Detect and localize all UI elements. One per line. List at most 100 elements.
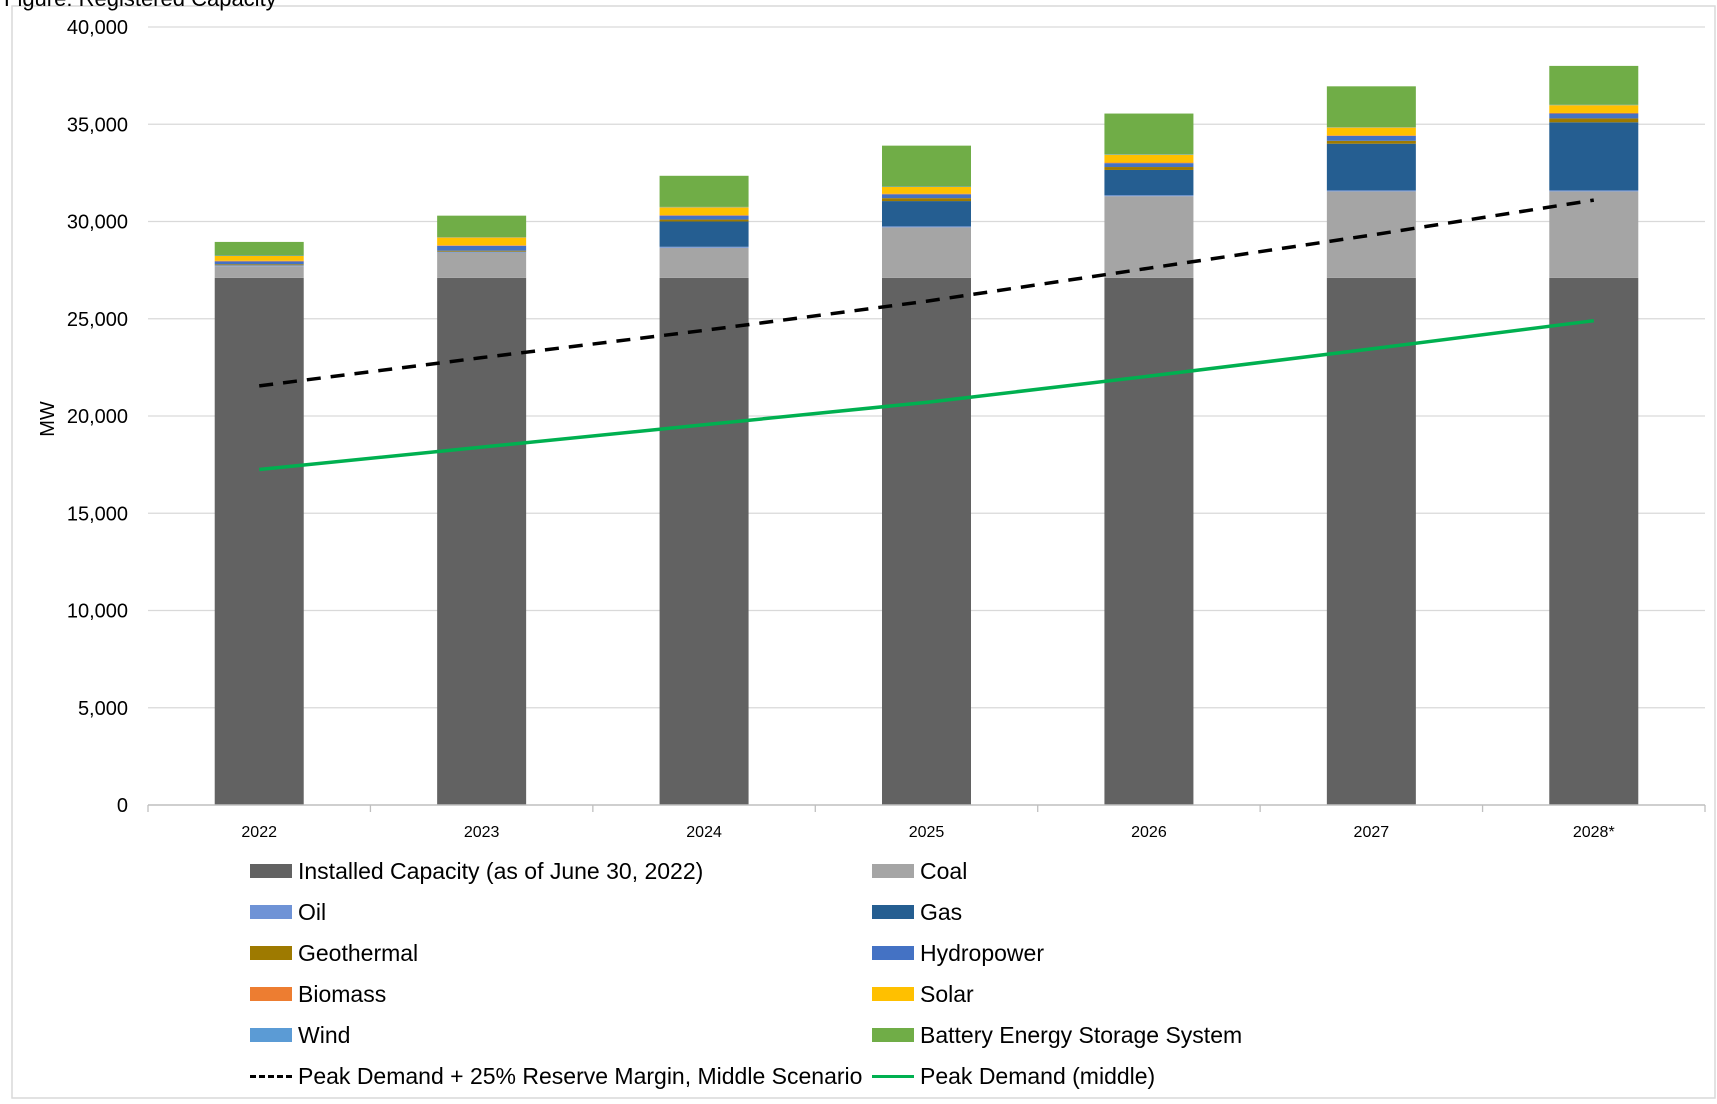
bar-segment	[1327, 135, 1416, 136]
bar-segment	[1104, 114, 1193, 155]
legend-item: Wind	[250, 1020, 350, 1050]
bar-segment	[1327, 190, 1416, 191]
y-tick-label: 25,000	[67, 309, 128, 331]
legend-item: Coal	[872, 856, 967, 886]
y-tick-label: 30,000	[67, 212, 128, 234]
bar-segment	[1327, 141, 1416, 144]
bar-segment	[215, 265, 304, 266]
legend-label: Geothermal	[298, 940, 418, 967]
bar-segment	[660, 247, 749, 248]
legend-label: Peak Demand + 25% Reserve Margin, Middle…	[298, 1063, 862, 1090]
y-axis-label: MW	[37, 401, 59, 437]
bar-segment	[1549, 105, 1638, 113]
bar-segment	[1104, 195, 1193, 196]
bar-segment	[1549, 113, 1638, 114]
legend-swatch	[250, 987, 292, 1001]
bar-segment	[437, 246, 526, 251]
y-tick-label: 5,000	[78, 698, 128, 720]
y-tick-label: 35,000	[67, 114, 128, 136]
legend-swatch	[250, 1075, 292, 1078]
bar-segment	[660, 176, 749, 207]
x-tick-label: 2022	[241, 824, 277, 841]
legend-swatch	[872, 905, 914, 919]
legend-item: Hydropower	[872, 938, 1044, 968]
legend-swatch	[250, 905, 292, 919]
legend-item: Biomass	[250, 979, 386, 1009]
legend-swatch	[250, 1028, 292, 1042]
legend-item: Peak Demand (middle)	[872, 1061, 1155, 1091]
bar-segment	[1104, 196, 1193, 278]
legend-label: Installed Capacity (as of June 30, 2022)	[298, 858, 703, 885]
bar-segment	[882, 194, 971, 195]
x-tick-label: 2027	[1354, 824, 1390, 841]
x-tick-label: 2024	[686, 824, 722, 841]
legend-item: Oil	[250, 897, 326, 927]
bar-segment	[1327, 136, 1416, 141]
legend-label: Biomass	[298, 981, 386, 1008]
bar-segment	[1104, 170, 1193, 195]
legend-label: Battery Energy Storage System	[920, 1022, 1242, 1049]
bar-segment	[215, 242, 304, 256]
x-tick-label: 2025	[909, 824, 945, 841]
legend-swatch	[872, 987, 914, 1001]
bar-segment	[437, 252, 526, 253]
bar-segment	[660, 248, 749, 278]
y-tick-label: 40,000	[67, 17, 128, 39]
legend-swatch	[872, 1028, 914, 1042]
bar-segment	[1549, 118, 1638, 122]
bar-segment	[1327, 278, 1416, 805]
bar-segment	[1549, 191, 1638, 278]
x-tick-label: 2023	[464, 824, 500, 841]
y-tick-label: 15,000	[67, 503, 128, 525]
bar-segment	[1104, 155, 1193, 163]
bar-segment	[1549, 114, 1638, 119]
bar-segment	[1104, 278, 1193, 805]
y-tick-label: 20,000	[67, 406, 128, 428]
bar-segment	[215, 261, 304, 262]
legend-item: Installed Capacity (as of June 30, 2022)	[250, 856, 703, 886]
y-tick-label: 10,000	[67, 601, 128, 623]
bar-segment	[1104, 167, 1193, 170]
bar-segment	[1549, 278, 1638, 805]
bar-segment	[1104, 163, 1193, 164]
bar-segment	[437, 216, 526, 237]
bar-segment	[1549, 190, 1638, 191]
bar-segment	[215, 278, 304, 805]
y-tick-label: 0	[117, 795, 128, 817]
bar-segment	[1327, 191, 1416, 278]
bar-segment	[215, 261, 304, 264]
bar-segment	[882, 194, 971, 198]
legend-item: Gas	[872, 897, 962, 927]
legend-item: Peak Demand + 25% Reserve Margin, Middle…	[250, 1061, 862, 1091]
legend-swatch	[872, 946, 914, 960]
bar-layer	[215, 66, 1639, 805]
legend-item: Solar	[872, 979, 974, 1009]
bar-segment	[660, 220, 749, 222]
bar-segment	[1549, 66, 1638, 105]
x-tick-label: 2026	[1131, 824, 1167, 841]
bar-segment	[437, 245, 526, 246]
bar-segment	[1549, 122, 1638, 190]
x-tick-label: 2028*	[1573, 824, 1615, 841]
bar-segment	[1327, 144, 1416, 191]
legend-label: Gas	[920, 899, 962, 926]
bar-segment	[437, 237, 526, 245]
bar-segment	[1327, 86, 1416, 127]
bar-segment	[882, 227, 971, 278]
legend-label: Coal	[920, 858, 967, 885]
legend-label: Hydropower	[920, 940, 1044, 967]
bar-segment	[660, 207, 749, 215]
bar-segment	[660, 222, 749, 247]
bar-segment	[882, 278, 971, 805]
legend-swatch	[250, 864, 292, 878]
bar-segment	[882, 226, 971, 227]
legend-label: Wind	[298, 1022, 350, 1049]
bar-segment	[882, 201, 971, 226]
bar-segment	[437, 251, 526, 252]
bar-segment	[215, 264, 304, 265]
legend-label: Solar	[920, 981, 974, 1008]
bar-segment	[1104, 163, 1193, 167]
legend-label: Peak Demand (middle)	[920, 1063, 1155, 1090]
